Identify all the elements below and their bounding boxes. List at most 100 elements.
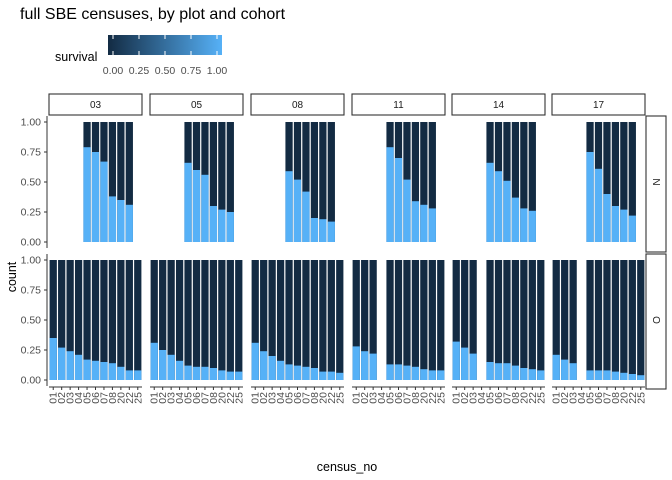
bar-survived-14-O-02 <box>461 347 469 380</box>
bar-survived-05-O-03 <box>167 354 175 380</box>
strip-14 <box>451 93 546 116</box>
bar-died-14-N-22 <box>528 122 536 242</box>
x-tick-label: 07 <box>300 392 312 404</box>
strip-03 <box>48 93 143 116</box>
bar-survived-03-O-07 <box>100 362 108 380</box>
y-tick-label: 0.25 <box>21 207 42 219</box>
bar-survived-11-N-05 <box>386 147 394 242</box>
legend-tick-label: 0.00 <box>103 65 124 77</box>
panels: 03 05 08 11 14 17 N O 0.00 0.25 0.50 0.75 1.00 0.00 0.… <box>21 93 667 404</box>
bar-survived-08-N-08 <box>310 218 319 242</box>
legend: survival 0.00 0.25 0.50 0.75 1.00 <box>55 35 227 77</box>
x-tick-label: 02 <box>258 392 270 404</box>
bar-survived-05-O-25 <box>235 371 243 380</box>
bar-died-05-O-02 <box>159 260 167 380</box>
bar-died-17-N-08 <box>611 122 620 242</box>
bar-died-08-O-25 <box>336 260 344 380</box>
bar-survived-03-O-22 <box>125 370 133 380</box>
strip-O <box>645 253 667 390</box>
bar-died-11-O-25 <box>437 260 445 380</box>
bar-died-08-O-05 <box>285 260 293 380</box>
x-tick-label: 08 <box>208 392 220 404</box>
legend-colorbar <box>108 35 222 55</box>
legend-title: survival <box>55 50 97 64</box>
bar-survived-08-O-07 <box>302 366 310 380</box>
x-tick-label: 03 <box>267 392 279 404</box>
bar-died-03-O-01 <box>49 260 57 380</box>
bar-died-11-O-20 <box>420 260 428 380</box>
x-tick-label: 07 <box>601 392 613 404</box>
bar-survived-03-O-01 <box>49 338 57 380</box>
bar-survived-03-N-06 <box>91 152 100 242</box>
x-tick-label: 22 <box>527 392 539 404</box>
bar-survived-05-O-07 <box>201 366 209 380</box>
x-tick-label: 01 <box>149 392 161 404</box>
x-tick-label: 07 <box>401 392 413 404</box>
bar-died-08-O-03 <box>268 260 276 380</box>
x-tick-label: 25 <box>334 392 346 404</box>
bar-survived-11-O-02 <box>361 351 369 380</box>
bar-survived-14-N-22 <box>528 210 536 242</box>
bar-survived-08-N-06 <box>293 179 302 242</box>
bar-survived-03-N-08 <box>108 196 117 242</box>
x-axis-title: census_no <box>317 460 378 474</box>
strip-11 <box>351 93 446 116</box>
x-tick-label: 03 <box>65 392 77 404</box>
x-tick-label: 05 <box>585 392 597 404</box>
bar-survived-11-N-06 <box>394 158 403 242</box>
bar-survived-11-O-25 <box>437 370 445 380</box>
bar-survived-08-O-01 <box>251 342 259 380</box>
bar-survived-05-O-06 <box>192 366 201 380</box>
x-tick-label: 04 <box>376 392 388 404</box>
y-tick-label: 0.50 <box>21 315 42 327</box>
bar-survived-17-N-06 <box>594 168 603 242</box>
bar-survived-17-O-20 <box>620 372 628 380</box>
x-tick-label: 02 <box>359 392 371 404</box>
x-tick-label: 06 <box>593 392 605 404</box>
x-tick-label: 01 <box>551 392 563 404</box>
bar-died-05-O-03 <box>167 260 175 380</box>
bar-survived-14-O-03 <box>469 353 477 380</box>
bar-survived-11-O-20 <box>420 369 428 380</box>
x-tick-label: 20 <box>418 392 430 404</box>
bar-died-17-O-03 <box>569 260 577 380</box>
x-tick-label: 03 <box>568 392 580 404</box>
bar-survived-08-N-05 <box>285 171 293 242</box>
x-tick-label: 20 <box>115 392 127 404</box>
bar-died-17-O-08 <box>611 260 620 380</box>
bar-died-14-O-03 <box>469 260 477 380</box>
bar-died-05-O-01 <box>150 260 158 380</box>
bar-survived-05-O-05 <box>184 365 192 380</box>
x-tick-label: 02 <box>56 392 68 404</box>
x-tick-label: 06 <box>393 392 405 404</box>
bar-died-03-O-07 <box>100 260 108 380</box>
bar-survived-08-O-03 <box>268 356 276 380</box>
bar-survived-05-O-22 <box>226 371 234 380</box>
bar-survived-14-N-08 <box>511 197 520 242</box>
bar-died-03-O-02 <box>58 260 66 380</box>
bar-survived-14-N-07 <box>503 180 511 242</box>
x-tick-label: 06 <box>493 392 505 404</box>
bar-died-11-O-01 <box>352 260 360 380</box>
strip-label-17: 17 <box>593 100 605 111</box>
bar-survived-03-O-06 <box>91 360 100 380</box>
x-tick-label: 03 <box>468 392 480 404</box>
bar-died-08-N-07 <box>302 122 310 242</box>
bar-survived-08-O-08 <box>310 368 319 380</box>
strip-label-11: 11 <box>393 100 404 111</box>
x-tick-label: 04 <box>73 392 85 404</box>
bar-died-14-O-22 <box>528 260 536 380</box>
bar-died-17-N-07 <box>603 122 611 242</box>
x-tick-label: 02 <box>559 392 571 404</box>
bar-died-03-O-03 <box>66 260 74 380</box>
bar-survived-14-O-01 <box>452 341 460 380</box>
legend-tick-label: 0.75 <box>181 65 202 77</box>
bar-survived-08-O-02 <box>260 351 268 380</box>
x-tick-label: 04 <box>476 392 488 404</box>
bar-survived-03-N-20 <box>117 200 125 242</box>
bar-survived-17-O-07 <box>603 370 611 380</box>
bar-died-17-N-22 <box>628 122 636 242</box>
y-tick-label: 0.25 <box>21 345 42 357</box>
bar-survived-03-N-22 <box>125 204 133 242</box>
bar-died-03-O-25 <box>134 260 142 380</box>
